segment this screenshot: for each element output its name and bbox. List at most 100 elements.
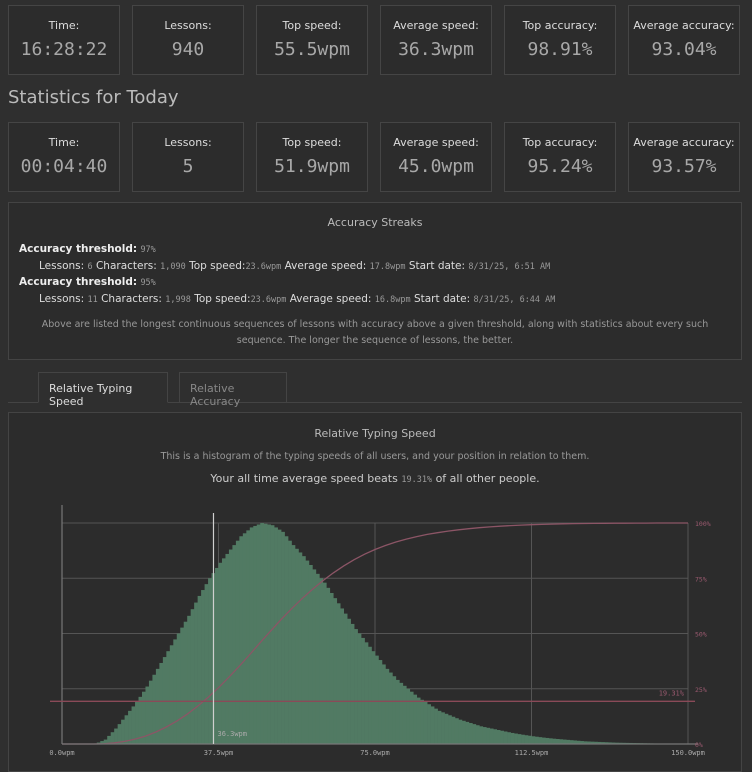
histogram-bar [452, 717, 456, 744]
avg-speed-label: Average speed: [290, 293, 372, 305]
stat-label: Time: [9, 136, 119, 149]
histogram-bar [365, 642, 369, 744]
x-tick-label: 0.0wpm [49, 749, 74, 757]
histogram-bar [326, 588, 330, 744]
histogram-bar [559, 739, 563, 744]
beats-text: Your all time average speed beats 19.31%… [9, 472, 741, 485]
start-date-value: 8/31/25, 6:51 AM [468, 262, 550, 272]
histogram-bar [441, 712, 445, 744]
histogram-bar [163, 657, 167, 744]
histogram-bar [219, 563, 223, 744]
streak-item: Accuracy threshold: 97% Lessons: 6 Chara… [19, 243, 741, 272]
x-tick-label: 150.0wpm [671, 749, 705, 757]
histogram-bar [347, 619, 351, 744]
histogram-bar [312, 569, 316, 744]
stat-value: 98.91% [505, 39, 615, 60]
stat-label: Lessons: [133, 136, 243, 149]
histogram-bar [222, 558, 226, 744]
histogram-bar [166, 651, 170, 744]
histogram-bar [337, 603, 341, 744]
threshold-label: Accuracy threshold: [19, 243, 137, 255]
today-heading: Statistics for Today [8, 87, 179, 108]
histogram-bar [458, 720, 462, 744]
histogram-bar [170, 645, 174, 744]
stat-top-speed: Top speed: 51.9wpm [256, 122, 368, 192]
stat-top-accuracy: Top accuracy: 95.24% [504, 122, 616, 192]
histogram-bar [323, 583, 327, 744]
top-speed-value: 23.6wpm [251, 295, 287, 305]
histogram-bar [403, 686, 407, 744]
histogram-bar [187, 616, 191, 744]
histogram-bar [239, 536, 243, 744]
tab-relative-typing-speed[interactable]: Relative Typing Speed [38, 372, 168, 403]
stat-value: 95.24% [505, 156, 615, 177]
stat-label: Top speed: [257, 136, 367, 149]
histogram-bar [514, 734, 518, 744]
lessons-label: Lessons: [39, 260, 84, 272]
histogram-bar [469, 723, 473, 744]
histogram-bar [434, 709, 438, 744]
threshold-value: 97% [140, 245, 155, 255]
avg-speed-label: Average speed: [285, 260, 367, 272]
histogram-bar [215, 568, 219, 744]
beats-suffix: of all other people. [436, 472, 540, 485]
stat-value: 00:04:40 [9, 156, 119, 177]
stat-average-accuracy: Average accuracy:93.04% [628, 5, 740, 75]
start-date-value: 8/31/25, 6:44 AM [474, 295, 556, 305]
histogram-bar [316, 574, 320, 744]
histogram-bar [486, 728, 490, 744]
histogram-bar [490, 729, 494, 744]
histogram-bar [462, 721, 466, 744]
histogram-bar [333, 598, 337, 744]
streaks-note: Above are listed the longest continuous … [9, 317, 741, 349]
y2-tick-label: 50% [695, 631, 707, 639]
histogram-bar [385, 669, 389, 744]
histogram-bar [389, 673, 393, 744]
today-stats: Time: 00:04:40 Lessons: 5 Top speed: 51.9wp… [8, 122, 740, 192]
histogram-bar [260, 523, 264, 744]
histogram-bar [156, 669, 160, 744]
characters-value: 1,998 [165, 295, 191, 305]
histogram-bar [191, 609, 195, 744]
histogram-bar [250, 527, 254, 744]
histogram-bar [406, 689, 410, 744]
histogram-bar [111, 732, 115, 744]
stat-value: 5 [133, 156, 243, 177]
histogram-bar [448, 715, 452, 744]
top-speed-label: Top speed: [194, 293, 250, 305]
histogram-bar [121, 720, 125, 744]
histogram-bar [552, 739, 556, 744]
stat-label: Lessons: [133, 19, 243, 32]
histogram-bar [472, 724, 476, 744]
tab-relative-accuracy[interactable]: Relative Accuracy [179, 372, 287, 403]
lessons-label: Lessons: [39, 293, 84, 305]
histogram-bar [493, 729, 497, 744]
histogram-bar [319, 578, 323, 744]
avg-speed-value: 16.8wpm [375, 295, 411, 305]
stat-time: Time:16:28:22 [8, 5, 120, 75]
histogram-bar [358, 634, 362, 745]
stat-label: Top accuracy: [505, 136, 615, 149]
percentile-label: 19.31% [659, 689, 685, 697]
user-speed-label: 36.3wpm [217, 730, 247, 738]
histogram-bar [372, 651, 376, 744]
chart-title: Relative Typing Speed [9, 427, 741, 440]
histogram-bar [298, 552, 302, 744]
streaks-title: Accuracy Streaks [9, 216, 741, 229]
y2-tick-label: 100% [695, 520, 711, 528]
histogram-bar [340, 608, 344, 744]
stat-value: 940 [133, 39, 243, 60]
start-date-label: Start date: [414, 293, 470, 305]
histogram-bar [545, 738, 549, 744]
histogram-bar [132, 706, 136, 744]
stat-label: Time: [9, 19, 119, 32]
histogram-bar [413, 695, 417, 744]
histogram-bar [483, 727, 487, 744]
threshold-value: 95% [140, 278, 155, 288]
stat-label: Top accuracy: [505, 19, 615, 32]
histogram-bar [295, 549, 299, 744]
accuracy-streaks-panel: Accuracy Streaks Accuracy threshold: 97%… [8, 202, 742, 360]
characters-label: Characters: [96, 260, 157, 272]
stat-value: 51.9wpm [257, 156, 367, 177]
